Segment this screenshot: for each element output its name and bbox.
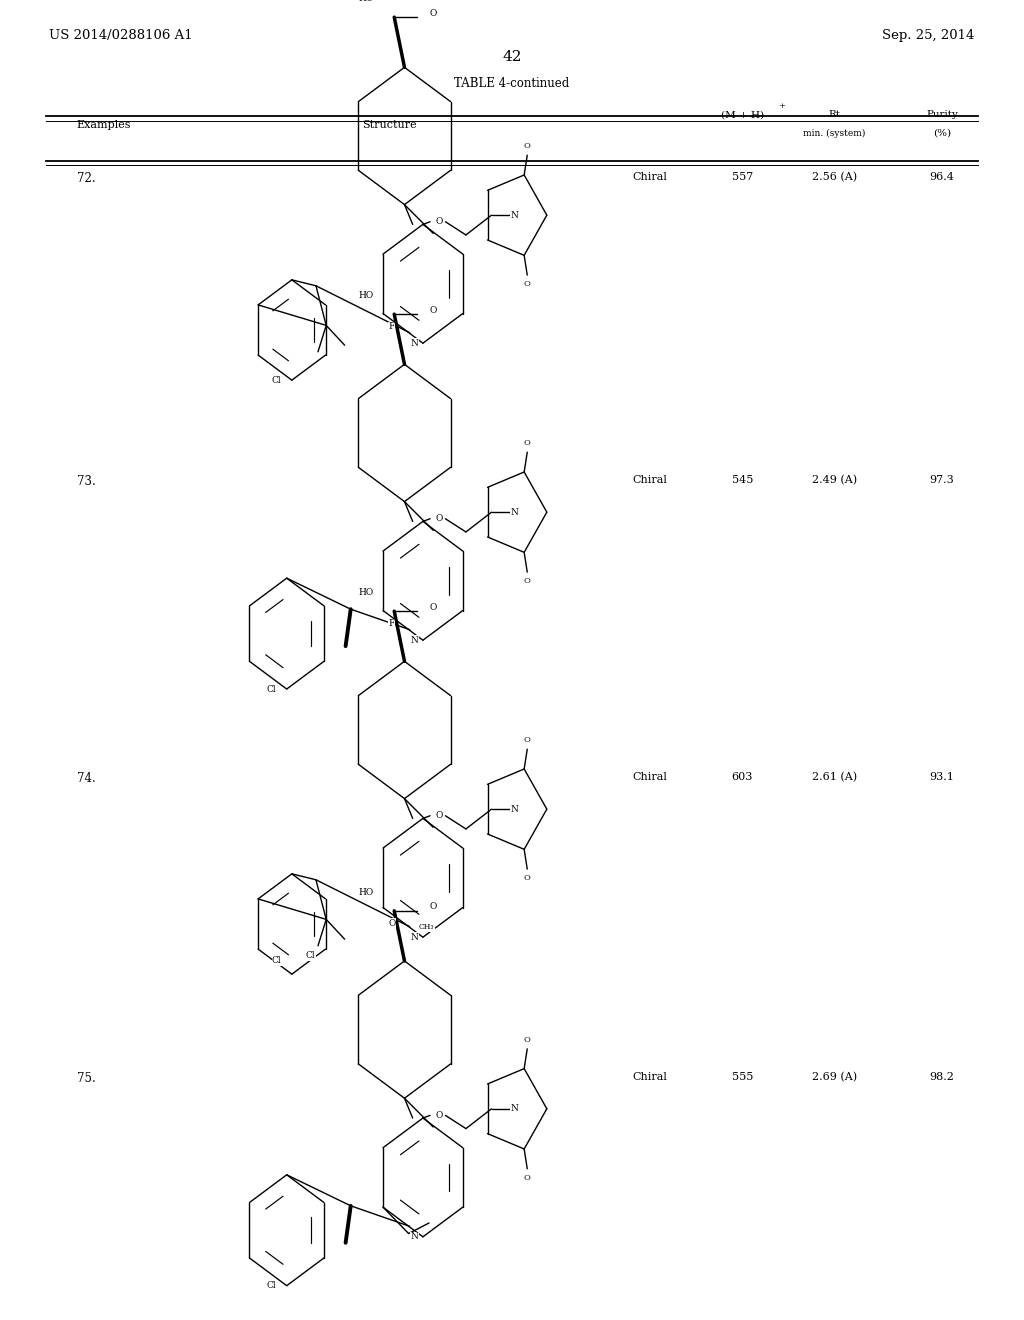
- Text: 557: 557: [732, 172, 753, 182]
- Text: 97.3: 97.3: [930, 475, 954, 486]
- Text: Chiral: Chiral: [633, 1072, 668, 1082]
- Text: Purity: Purity: [926, 111, 958, 119]
- Text: HO: HO: [358, 0, 374, 3]
- Text: O: O: [524, 440, 530, 447]
- Text: F: F: [388, 322, 394, 331]
- Text: Cl: Cl: [306, 952, 315, 960]
- Text: O: O: [388, 919, 395, 928]
- Text: +: +: [778, 102, 784, 110]
- Text: Cl: Cl: [267, 685, 276, 693]
- Text: 98.2: 98.2: [930, 1072, 954, 1082]
- Text: O: O: [524, 577, 530, 585]
- Text: N: N: [510, 211, 518, 219]
- Text: 74.: 74.: [77, 772, 95, 785]
- Text: CH₃: CH₃: [419, 923, 434, 932]
- Text: Rt: Rt: [828, 111, 841, 119]
- Text: O: O: [429, 9, 436, 17]
- Text: O: O: [524, 1173, 530, 1181]
- Text: 2.49 (A): 2.49 (A): [812, 475, 857, 486]
- Text: O: O: [524, 280, 530, 288]
- Text: O: O: [429, 306, 436, 314]
- Text: O: O: [524, 1036, 530, 1044]
- Text: Sep. 25, 2014: Sep. 25, 2014: [883, 29, 975, 42]
- Text: 75.: 75.: [77, 1072, 95, 1085]
- Text: 73.: 73.: [77, 475, 95, 488]
- Text: N: N: [411, 339, 419, 347]
- Text: O: O: [435, 515, 442, 523]
- Text: Cl: Cl: [272, 957, 282, 965]
- Text: N: N: [411, 1233, 419, 1241]
- Text: N: N: [411, 933, 419, 941]
- Text: Chiral: Chiral: [633, 475, 668, 486]
- Text: 555: 555: [732, 1072, 753, 1082]
- Text: HO: HO: [358, 292, 374, 300]
- Text: O: O: [429, 903, 436, 911]
- Text: O: O: [524, 143, 530, 150]
- Text: (M + H): (M + H): [721, 111, 764, 119]
- Text: N: N: [510, 508, 518, 516]
- Text: N: N: [411, 636, 419, 644]
- Text: Examples: Examples: [77, 120, 131, 131]
- Text: O: O: [435, 1111, 442, 1119]
- Text: O: O: [524, 737, 530, 744]
- Text: HO: HO: [358, 589, 374, 597]
- Text: 545: 545: [732, 475, 753, 486]
- Text: HO: HO: [358, 888, 374, 896]
- Text: Structure: Structure: [361, 120, 417, 131]
- Text: min. (system): min. (system): [804, 129, 865, 137]
- Text: 93.1: 93.1: [930, 772, 954, 783]
- Text: 2.69 (A): 2.69 (A): [812, 1072, 857, 1082]
- Text: Cl: Cl: [272, 376, 282, 384]
- Text: O: O: [435, 812, 442, 820]
- Text: 42: 42: [502, 50, 522, 65]
- Text: (%): (%): [933, 129, 951, 137]
- Text: Cl: Cl: [267, 1282, 276, 1290]
- Text: 72.: 72.: [77, 172, 95, 185]
- Text: N: N: [510, 1105, 518, 1113]
- Text: O: O: [435, 218, 442, 226]
- Text: 96.4: 96.4: [930, 172, 954, 182]
- Text: TABLE 4-continued: TABLE 4-continued: [455, 77, 569, 90]
- Text: Chiral: Chiral: [633, 772, 668, 783]
- Text: N: N: [510, 805, 518, 813]
- Text: Chiral: Chiral: [633, 172, 668, 182]
- Text: 603: 603: [732, 772, 753, 783]
- Text: F: F: [388, 619, 394, 628]
- Text: 2.61 (A): 2.61 (A): [812, 772, 857, 783]
- Text: O: O: [524, 874, 530, 882]
- Text: 2.56 (A): 2.56 (A): [812, 172, 857, 182]
- Text: O: O: [429, 603, 436, 611]
- Text: US 2014/0288106 A1: US 2014/0288106 A1: [49, 29, 193, 42]
